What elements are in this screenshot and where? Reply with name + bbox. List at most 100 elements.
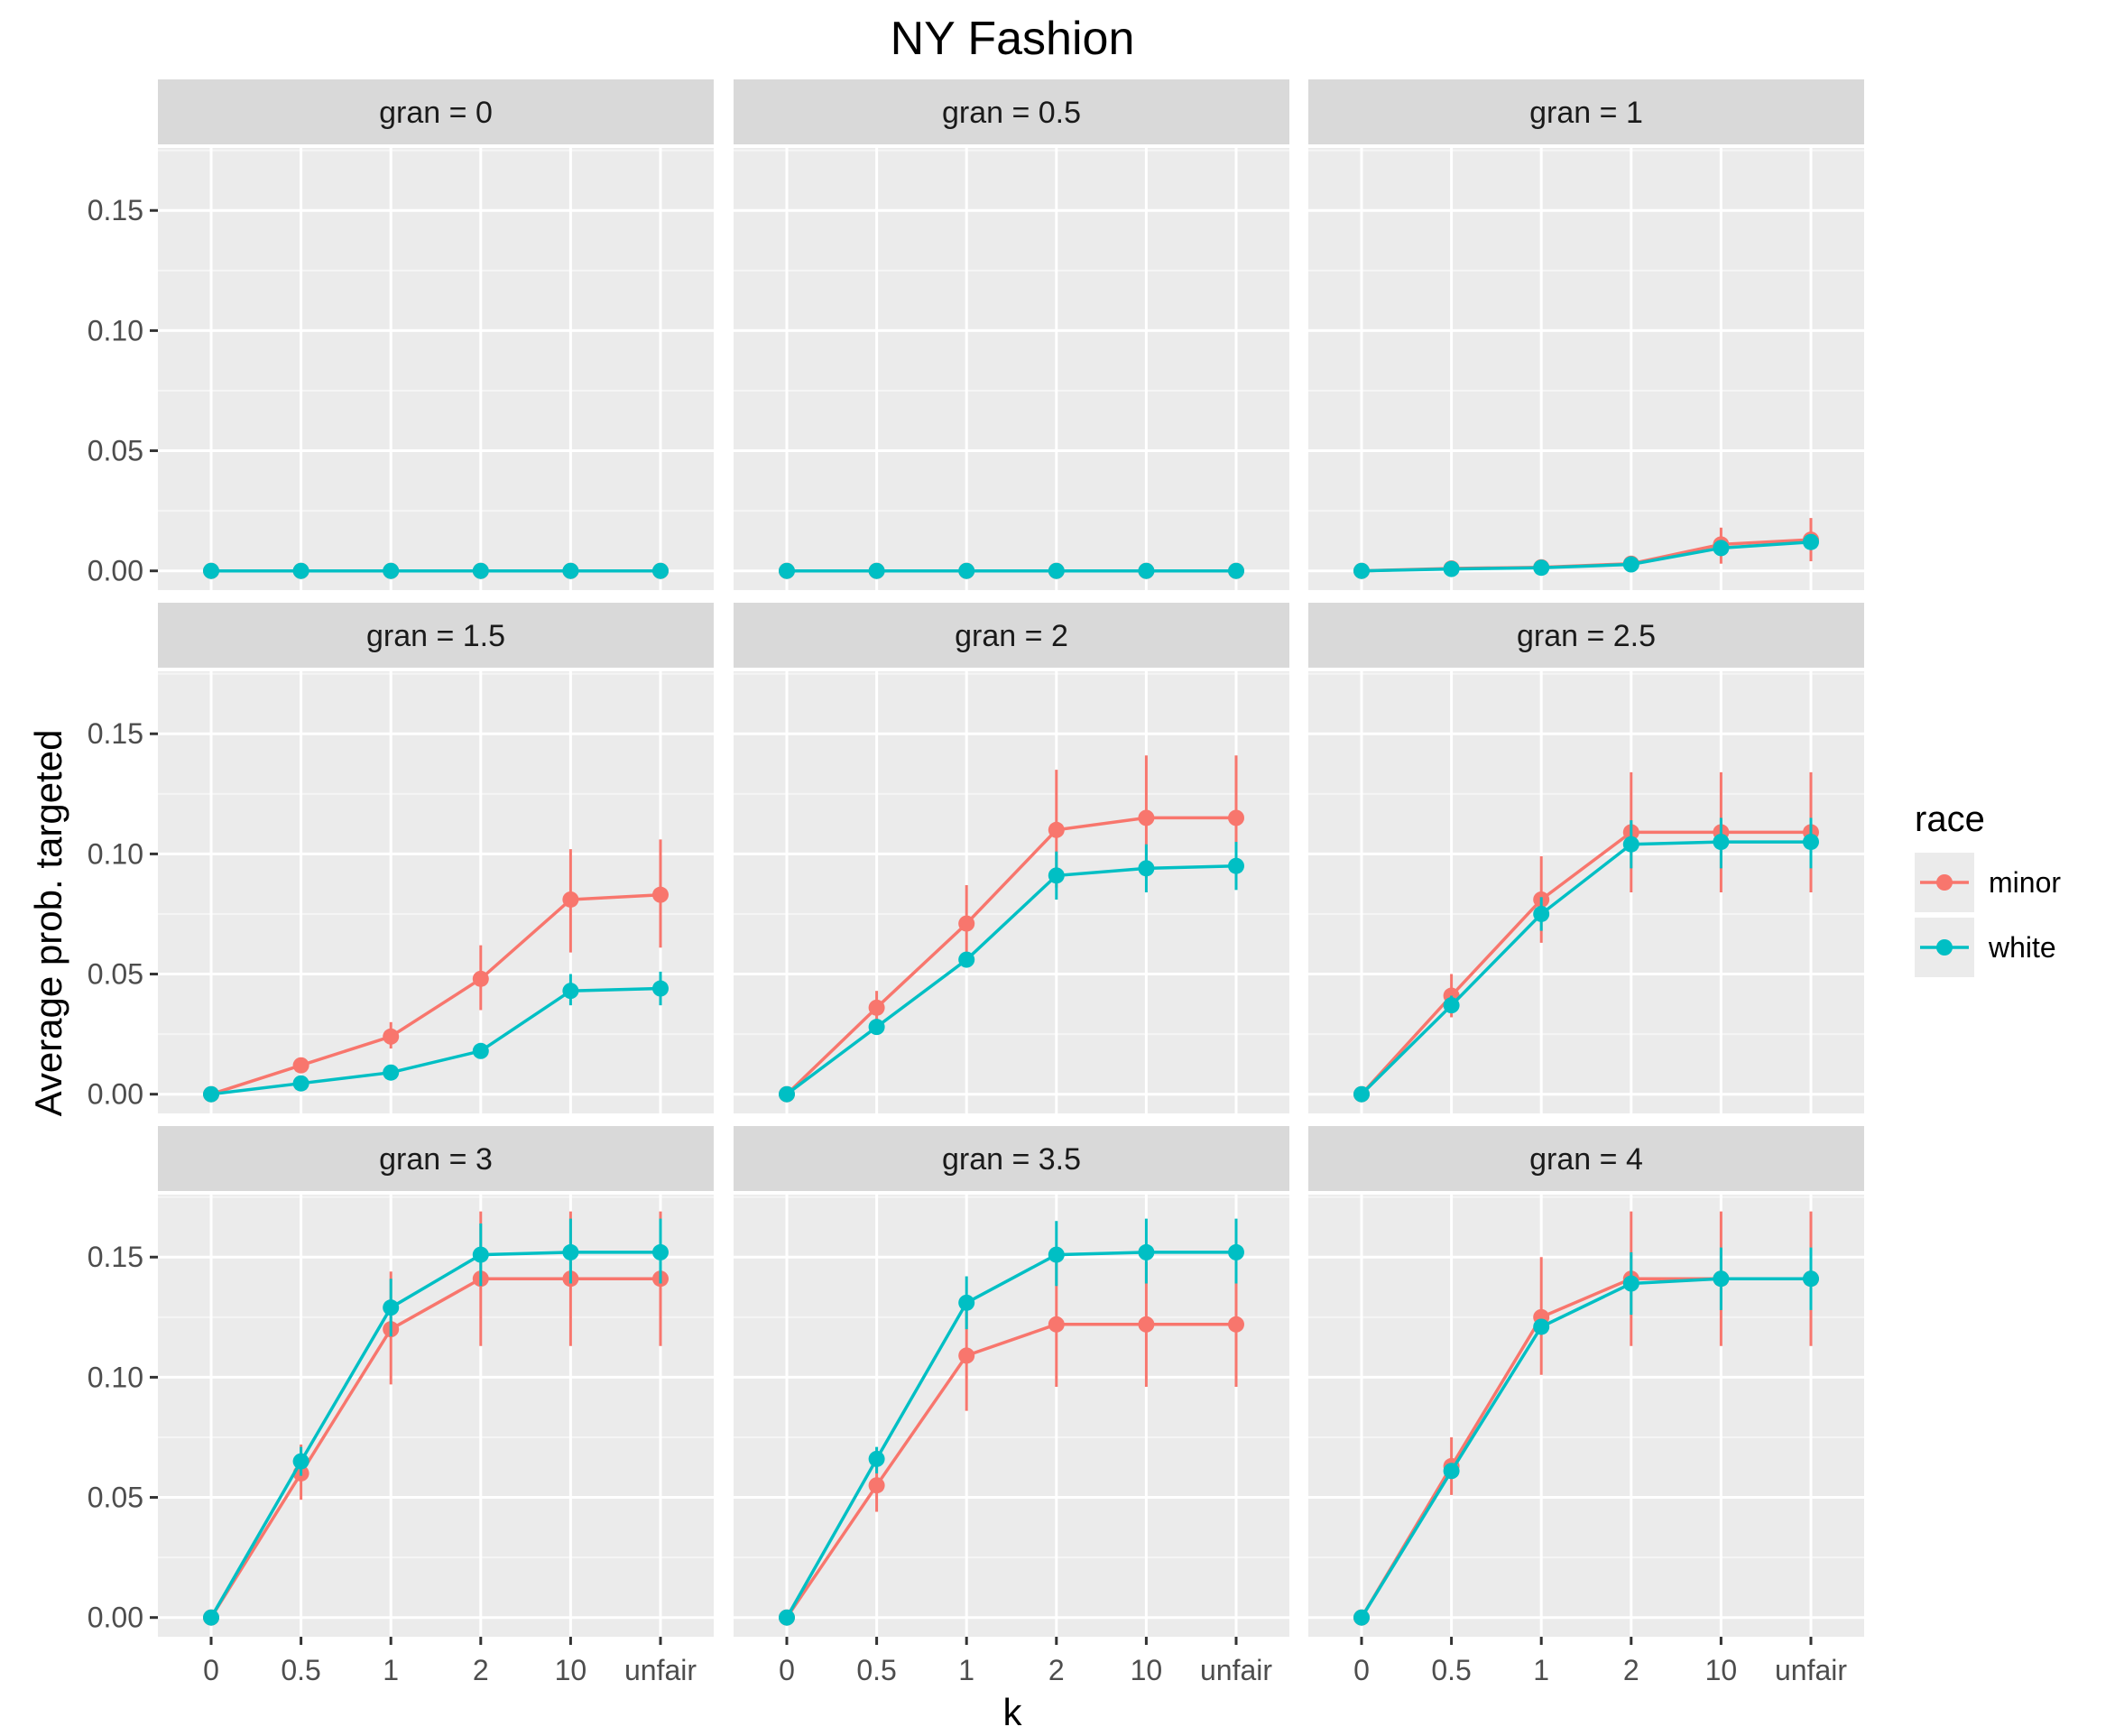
series-line (209, 1277, 660, 1619)
y-tick-label: 0.05 (88, 958, 143, 991)
series-line (209, 1251, 660, 1619)
chart-title: NY Fashion (891, 13, 1135, 65)
data-point (1138, 1316, 1155, 1333)
data-point (1622, 556, 1639, 573)
x-tick-label: 1 (383, 1654, 399, 1686)
series-white (203, 562, 669, 579)
legend-label: minor (1989, 866, 2061, 899)
panel-background (1308, 1195, 1864, 1637)
series-white (203, 971, 669, 1103)
data-point (1048, 1316, 1065, 1333)
panel-background (158, 671, 714, 1113)
data-point (958, 1294, 975, 1311)
data-point (472, 970, 489, 987)
facet-strip-label: gran = 1.5 (366, 619, 505, 653)
data-point (1228, 1243, 1244, 1260)
data-point (1803, 834, 1819, 851)
data-point (203, 562, 219, 579)
data-point (292, 1075, 309, 1092)
data-point (562, 1243, 579, 1260)
data-point (779, 562, 795, 579)
data-point (1713, 834, 1730, 851)
facet-strip (158, 1126, 714, 1191)
data-point (1353, 562, 1370, 579)
facet-panel: gran = 4 0 0.5 1 2 10 unfair (1308, 1126, 1864, 1686)
legend-title: race (1915, 799, 1985, 839)
series-line (785, 1251, 1236, 1619)
data-point (652, 886, 669, 903)
y-tick-label: 0.05 (88, 435, 143, 467)
data-point (383, 562, 400, 579)
data-point (1048, 821, 1065, 838)
y-tick-label: 0.10 (88, 1361, 143, 1393)
data-point (1533, 559, 1550, 577)
panel-background (1308, 671, 1864, 1113)
legend-key-point (1936, 874, 1953, 891)
data-point (868, 1477, 885, 1494)
x-tick-label: 2 (473, 1654, 489, 1686)
data-point (1138, 1243, 1155, 1260)
y-tick-label: 0.05 (88, 1482, 143, 1514)
x-tick-label: unfair (1775, 1654, 1847, 1686)
y-tick-label: 0.15 (88, 717, 143, 750)
facet-strip (1308, 79, 1864, 144)
data-point (472, 562, 489, 579)
legend-item-minor: minor (1915, 853, 2061, 912)
data-point (779, 1609, 795, 1626)
panel-background (1308, 148, 1864, 590)
series-white (203, 1218, 669, 1626)
legend: race minor white (1915, 799, 2061, 977)
panel-background (158, 148, 714, 590)
series-white (779, 562, 1244, 579)
facet-panel: gran = 1 (1308, 79, 1864, 590)
x-tick-label: 10 (1131, 1654, 1163, 1686)
x-tick-label: 2 (1048, 1654, 1065, 1686)
facet-strip-label: gran = 1 (1529, 96, 1643, 130)
series-line (210, 986, 661, 1096)
facet-strip-label: gran = 3 (379, 1142, 493, 1177)
facet-strip-label: gran = 2.5 (1517, 619, 1656, 653)
series-white (1353, 817, 1819, 1103)
y-tick-label: 0.00 (88, 1078, 143, 1111)
x-tick-label: 0.5 (1431, 1654, 1471, 1686)
data-point (203, 1609, 219, 1626)
series-line (785, 816, 1236, 1095)
x-tick-label: 1 (958, 1654, 974, 1686)
series-line (1361, 540, 1812, 573)
series-line (785, 1323, 1236, 1619)
data-point (292, 1453, 309, 1470)
data-point (383, 1299, 400, 1316)
x-tick-label: 1 (1533, 1654, 1549, 1686)
data-point (652, 562, 669, 579)
series-white (1353, 1247, 1819, 1626)
facet-strip-label: gran = 0 (379, 96, 493, 130)
data-point (1048, 562, 1065, 579)
series-line (210, 892, 661, 1096)
data-point (1138, 562, 1155, 579)
data-point (1443, 1463, 1460, 1480)
data-point (472, 1246, 489, 1263)
series-line (785, 863, 1237, 1096)
facet-strip-label: gran = 2 (955, 619, 1068, 653)
data-point (383, 1064, 400, 1081)
data-point (1622, 1275, 1639, 1292)
y-tick-label: 0.00 (88, 1602, 143, 1634)
series-line (1360, 830, 1811, 1095)
facet-strip (1308, 603, 1864, 668)
x-tick-label: 10 (1705, 1654, 1738, 1686)
x-tick-label: 0 (1353, 1654, 1370, 1686)
facet-strip (734, 603, 1289, 668)
data-point (1048, 1246, 1065, 1263)
x-tick-label: 10 (555, 1654, 587, 1686)
y-tick-label: 0.15 (88, 194, 143, 226)
series-white (1353, 533, 1819, 579)
data-point (1138, 809, 1155, 826)
legend-label: white (1988, 931, 2056, 964)
data-point (203, 1085, 219, 1103)
facet-strip-label: gran = 3.5 (942, 1142, 1081, 1177)
facet-strip (158, 603, 714, 668)
facet-panel: gran = 0 0.00 0.05 0.10 0.15 (88, 79, 714, 590)
data-point (1353, 1609, 1370, 1626)
x-tick-label: 0 (203, 1654, 219, 1686)
